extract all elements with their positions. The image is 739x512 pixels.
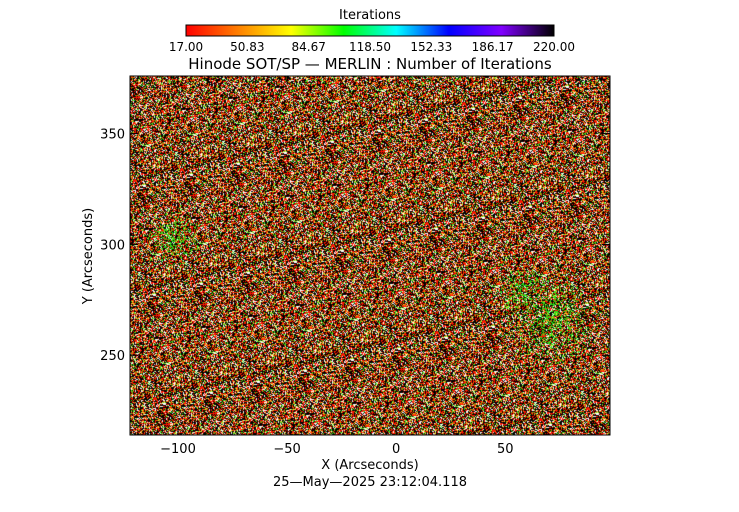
colorbar-label: Iterations [339, 8, 401, 23]
x-tick-label: −100 [160, 442, 196, 457]
colorbar-tick-label: 84.67 [291, 40, 325, 54]
colorbar [185, 24, 555, 37]
colorbar-tick-label: 17.00 [169, 40, 203, 54]
colorbar-tick-label: 50.83 [230, 40, 264, 54]
colorbar-tick-label: 220.00 [533, 40, 575, 54]
x-axis-label: X (Arcseconds) [321, 458, 418, 473]
colorbar-tick-label: 118.50 [349, 40, 391, 54]
x-axis-ticks: −100 −50 0 50 [160, 76, 514, 457]
colorbar-tick-label: 186.17 [472, 40, 514, 54]
plot-frame [129, 75, 611, 436]
y-tick-label: 350 [100, 128, 125, 143]
x-tick-label: −50 [273, 442, 300, 457]
y-tick-label: 250 [100, 349, 125, 364]
timestamp: 25—May—2025 23:12:04.118 [273, 475, 467, 490]
y-axis-ticks: 250 300 350 [100, 128, 610, 364]
y-tick-label: 300 [100, 238, 125, 253]
y-axis-label: Y (Arcseconds) [81, 208, 96, 305]
colorbar-gradient [185, 24, 555, 37]
colorbar-tick-label: 152.33 [410, 40, 452, 54]
heatmap-plot-area [130, 76, 610, 435]
x-tick-label: 50 [497, 442, 514, 457]
chart-title: Hinode SOT/SP — MERLIN : Number of Itera… [188, 55, 552, 73]
colorbar-tick-labels: 17.00 50.83 84.67 118.50 152.33 186.17 220.00 [169, 40, 575, 54]
x-tick-label: 0 [392, 442, 400, 457]
